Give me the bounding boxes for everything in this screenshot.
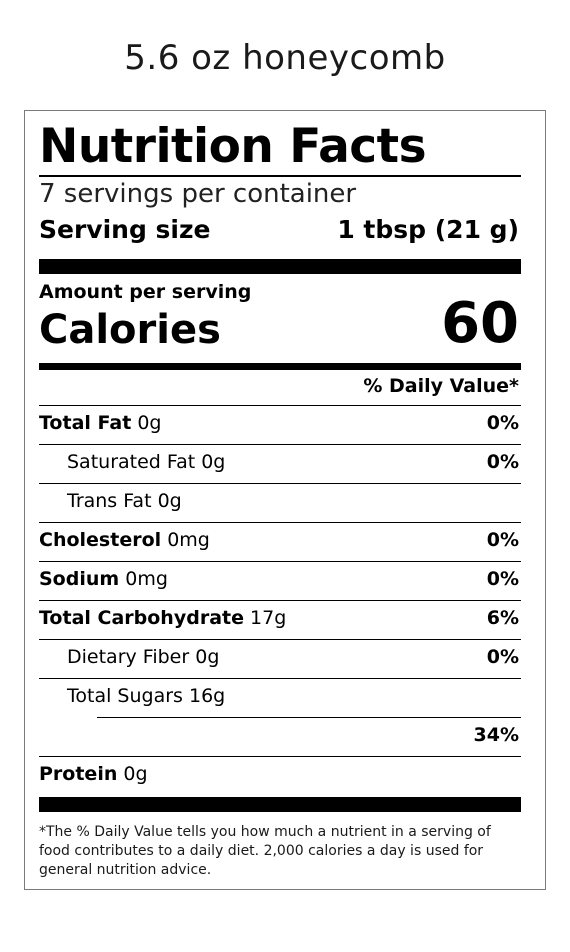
nutrient-amount: 0g (137, 412, 162, 434)
nutrient-name: Sodium (39, 568, 120, 590)
servings-per-container: 7 servings per container (39, 179, 357, 209)
nutrient-name: Dietary Fiber (67, 646, 190, 668)
nutrient-name: Total Sugars (67, 685, 183, 707)
nutrient-dv: 0% (486, 646, 519, 668)
nutrient-row-total-fat: Total Fat 0g (39, 412, 162, 434)
nutrient-dv: 0% (486, 412, 519, 434)
row-divider (39, 561, 521, 562)
rule-thick-bottom (39, 797, 521, 812)
row-divider (39, 444, 521, 445)
row-divider (39, 756, 521, 757)
nutrition-facts-heading: Nutrition Facts (39, 119, 427, 174)
nutrient-row-cholesterol: Cholesterol 0mg (39, 529, 210, 551)
rule-thin (39, 175, 521, 177)
daily-value-header: % Daily Value* (363, 375, 519, 397)
nutrient-row-dietary-fiber: Dietary Fiber 0g (67, 646, 219, 668)
serving-size-value: 1 tbsp (21 g) (337, 215, 519, 244)
nutrient-amount: 0g (201, 451, 226, 473)
nutrient-row-sodium: Sodium 0mg (39, 568, 168, 590)
nutrient-dv: 6% (486, 607, 519, 629)
nutrition-facts-panel: Nutrition Facts 7 servings per container… (24, 110, 546, 890)
nutrient-amount: 17g (250, 607, 287, 629)
nutrient-row-total-carbohydrate: Total Carbohydrate 17g (39, 607, 286, 629)
nutrient-amount: 0mg (125, 568, 168, 590)
nutrient-dv: 34% (473, 724, 519, 746)
daily-value-footnote: *The % Daily Value tells you how much a … (39, 824, 491, 878)
nutrient-amount: 0g (123, 763, 148, 785)
nutrient-amount: 16g (188, 685, 226, 707)
nutrient-amount: 0g (195, 646, 220, 668)
nutrient-dv: 0% (486, 529, 519, 551)
nutrient-amount: 0g (157, 490, 182, 512)
row-divider (39, 639, 521, 640)
serving-size-label: Serving size (39, 215, 211, 244)
row-divider (39, 522, 521, 523)
row-divider (39, 405, 521, 406)
nutrient-row-trans-fat: Trans Fat 0g (67, 490, 182, 512)
nutrient-row-protein: Protein 0g (39, 763, 148, 785)
nutrient-dv: 0% (486, 451, 519, 473)
nutrient-name: Protein (39, 763, 118, 785)
nutrient-row-total-sugars: Total Sugars 16g (67, 685, 225, 707)
nutrient-name: Total Carbohydrate (39, 607, 244, 629)
calories-label: Calories (39, 307, 221, 353)
nutrient-name: Cholesterol (39, 529, 162, 551)
row-divider (39, 483, 521, 484)
row-divider (39, 678, 521, 679)
nutrient-name: Total Fat (39, 412, 132, 434)
row-divider (39, 600, 521, 601)
amount-per-serving: Amount per serving (39, 281, 252, 303)
row-divider-indented (97, 717, 521, 718)
rule-medium (39, 363, 521, 370)
nutrient-name: Trans Fat (67, 490, 152, 512)
nutrient-name: Saturated Fat (67, 451, 196, 473)
nutrient-row-saturated-fat: Saturated Fat 0g (67, 451, 225, 473)
nutrient-dv: 0% (486, 568, 519, 590)
rule-thick (39, 259, 521, 274)
product-title: 5.6 oz honeycomb (124, 38, 446, 78)
calories-value: 60 (441, 291, 519, 356)
nutrient-amount: 0mg (167, 529, 210, 551)
